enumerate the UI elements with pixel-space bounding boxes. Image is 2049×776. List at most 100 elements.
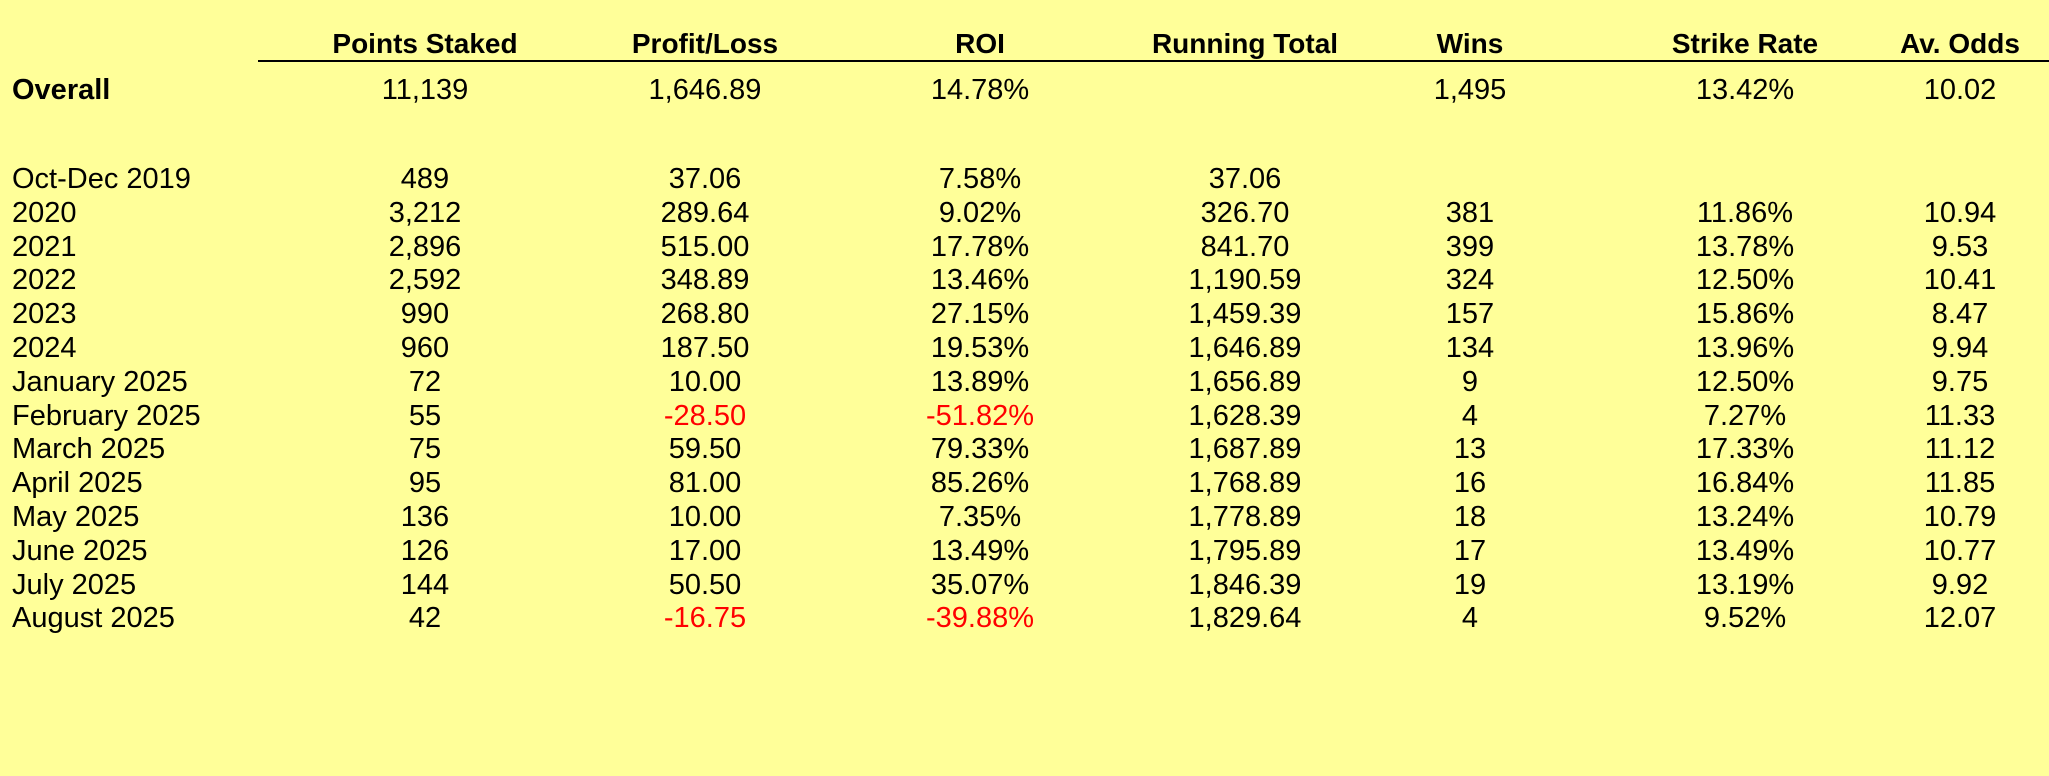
wins-cell[interactable]: 17 [1453,535,1487,567]
roi-cell[interactable]: 7.35% [938,501,1022,533]
av-odds-cell[interactable]: 9.92 [1931,569,1989,601]
profit-loss-cell[interactable]: -28.50 [663,400,747,432]
period-label[interactable]: May 2025 [12,501,140,533]
period-label[interactable]: 2022 [12,264,77,296]
wins-cell[interactable]: 324 [1445,264,1495,296]
period-label[interactable]: February 2025 [12,400,201,432]
profit-loss-cell[interactable]: 59.50 [668,433,742,465]
running-total-cell[interactable]: 1,778.89 [1188,501,1302,533]
points-staked-cell[interactable]: 72 [408,366,442,398]
strike-rate-cell[interactable]: 12.50% [1695,264,1795,296]
roi-cell[interactable]: 19.53% [930,332,1030,364]
profit-loss-cell[interactable]: 268.80 [660,298,750,330]
running-total-cell[interactable]: 1,656.89 [1188,366,1302,398]
period-label[interactable]: March 2025 [12,433,166,465]
profit-loss-cell[interactable]: 187.50 [660,332,750,364]
av-odds-cell[interactable]: 10.77 [1923,535,1997,567]
period-label[interactable]: 2020 [12,197,77,229]
profit-loss-cell[interactable]: 10.00 [668,501,742,533]
period-label[interactable]: August 2025 [12,602,175,634]
av-odds-cell[interactable]: 10.94 [1923,197,1997,229]
points-staked-cell[interactable]: 3,212 [388,197,462,229]
points-staked-cell[interactable]: 990 [400,298,450,330]
roi-cell[interactable]: 79.33% [930,433,1030,465]
points-staked-cell[interactable]: 960 [400,332,450,364]
points-staked-cell[interactable]: 2,896 [388,231,462,263]
overall-points-staked[interactable]: 11,139 [381,74,469,106]
running-total-cell[interactable]: 326.70 [1200,197,1290,229]
av-odds-cell[interactable]: 8.47 [1931,298,1989,330]
wins-cell[interactable]: 9 [1461,366,1479,398]
overall-roi[interactable]: 14.78% [930,74,1030,106]
period-label[interactable]: Oct-Dec 2019 [12,163,191,195]
profit-loss-cell[interactable]: 289.64 [660,197,750,229]
profit-loss-cell[interactable]: 348.89 [660,264,750,296]
running-total-cell[interactable]: 1,687.89 [1188,433,1302,465]
roi-cell[interactable]: 13.89% [930,366,1030,398]
profit-loss-cell[interactable]: 10.00 [668,366,742,398]
points-staked-cell[interactable]: 489 [400,163,450,195]
strike-rate-cell[interactable]: 13.49% [1695,535,1795,567]
overall-wins[interactable]: 1,495 [1433,74,1507,106]
header-profit-loss[interactable]: Profit/Loss [631,28,779,59]
roi-cell[interactable]: -39.88% [925,602,1034,634]
running-total-cell[interactable]: 841.70 [1200,231,1290,263]
period-label[interactable]: April 2025 [12,467,143,499]
strike-rate-cell[interactable]: 13.78% [1695,231,1795,263]
points-staked-cell[interactable]: 144 [400,569,450,601]
header-roi[interactable]: ROI [955,28,1005,59]
wins-cell[interactable]: 19 [1453,569,1487,601]
wins-cell[interactable]: 4 [1461,400,1479,432]
header-running-total[interactable]: Running Total [1151,28,1339,59]
profit-loss-cell[interactable]: 81.00 [668,467,742,499]
strike-rate-cell[interactable]: 9.52% [1703,602,1787,634]
roi-cell[interactable]: -51.82% [925,400,1034,432]
header-wins[interactable]: Wins [1436,28,1504,59]
period-label[interactable]: 2024 [12,332,77,364]
roi-cell[interactable]: 9.02% [938,197,1022,229]
wins-cell[interactable]: 134 [1445,332,1495,364]
roi-cell[interactable]: 35.07% [930,569,1030,601]
running-total-cell[interactable]: 1,795.89 [1188,535,1302,567]
profit-loss-cell[interactable]: 50.50 [668,569,742,601]
profit-loss-cell[interactable]: 17.00 [668,535,742,567]
period-label[interactable]: January 2025 [12,366,188,398]
overall-av-odds[interactable]: 10.02 [1923,74,1997,106]
wins-cell[interactable]: 157 [1445,298,1495,330]
roi-cell[interactable]: 17.78% [930,231,1030,263]
av-odds-cell[interactable]: 9.75 [1931,366,1989,398]
points-staked-cell[interactable]: 75 [408,433,442,465]
header-av-odds[interactable]: Av. Odds [1900,28,2020,59]
av-odds-cell[interactable]: 10.41 [1923,264,1997,296]
roi-cell[interactable]: 85.26% [930,467,1030,499]
running-total-cell[interactable]: 1,829.64 [1188,602,1302,634]
running-total-cell[interactable]: 37.06 [1208,163,1282,195]
running-total-cell[interactable]: 1,628.39 [1188,400,1302,432]
overall-label[interactable]: Overall [12,74,111,106]
av-odds-cell[interactable]: 9.53 [1931,231,1989,263]
strike-rate-cell[interactable]: 15.86% [1695,298,1795,330]
points-staked-cell[interactable]: 95 [408,467,442,499]
overall-running-total[interactable] [1120,68,1370,112]
strike-rate-cell[interactable]: 7.27% [1703,400,1787,432]
av-odds-cell[interactable]: 10.79 [1923,501,1997,533]
roi-cell[interactable]: 7.58% [938,163,1022,195]
profit-loss-cell[interactable]: -16.75 [663,602,747,634]
points-staked-cell[interactable]: 42 [408,602,442,634]
profit-loss-cell[interactable]: 515.00 [660,231,750,263]
strike-rate-cell[interactable]: 11.86% [1696,197,1794,229]
roi-cell[interactable]: 13.49% [930,535,1030,567]
av-odds-cell[interactable]: 9.94 [1931,332,1989,364]
points-staked-cell[interactable]: 55 [408,400,442,432]
running-total-cell[interactable]: 1,646.89 [1188,332,1302,364]
av-odds-cell[interactable]: 12.07 [1923,602,1997,634]
wins-cell[interactable]: 399 [1445,231,1495,263]
overall-profit-loss[interactable]: 1,646.89 [648,74,762,106]
strike-rate-cell[interactable]: 17.33% [1695,433,1795,465]
period-label[interactable]: 2023 [12,298,77,330]
points-staked-cell[interactable]: 136 [400,501,450,533]
av-odds-cell[interactable]: 11.85 [1924,467,1996,499]
wins-cell[interactable]: 381 [1445,197,1495,229]
roi-cell[interactable]: 27.15% [930,298,1030,330]
header-strike-rate[interactable]: Strike Rate [1671,28,1819,59]
